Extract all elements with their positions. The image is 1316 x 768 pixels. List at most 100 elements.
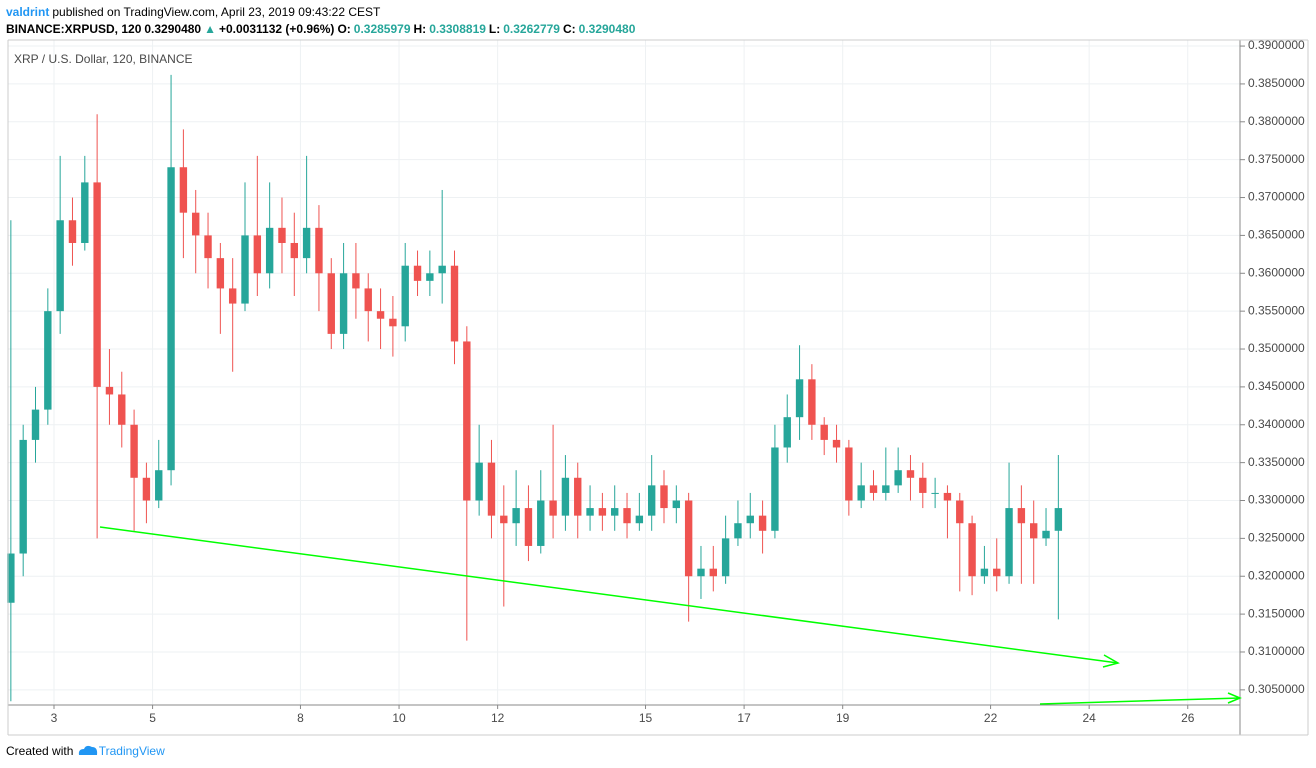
candle-body	[709, 568, 717, 577]
x-tick-label: 22	[984, 711, 998, 725]
candle-body	[1054, 508, 1063, 531]
candle-body	[204, 235, 212, 259]
candle-body	[980, 568, 989, 577]
last-price: 0.3290480	[144, 22, 202, 36]
candle-body	[142, 477, 151, 501]
candle-body	[1017, 508, 1026, 524]
o-label: O:	[337, 22, 351, 36]
candle-body	[795, 379, 804, 418]
candle-body	[574, 477, 582, 516]
candle-body	[327, 273, 335, 334]
candle-body	[339, 273, 348, 334]
candle-body	[118, 394, 126, 425]
candle-body	[278, 227, 286, 243]
candle-body	[475, 462, 483, 501]
plot-area	[8, 40, 1240, 705]
candle-body	[93, 182, 101, 387]
trend-line	[99, 526, 1120, 668]
x-tick-label: 3	[51, 711, 58, 725]
y-tick-label: 0.3400000	[1248, 417, 1305, 431]
candle-body	[721, 538, 730, 577]
candle-body	[746, 515, 754, 524]
x-tick-label: 15	[639, 711, 653, 725]
x-tick-label: 19	[836, 711, 850, 725]
symbol: BINANCE:XRPUSD, 120	[6, 22, 142, 36]
candle-body	[549, 500, 557, 516]
candle-body	[1042, 530, 1050, 539]
candle-body	[19, 439, 27, 554]
y-tick-label: 0.3300000	[1248, 493, 1305, 507]
y-tick-label: 0.3450000	[1248, 379, 1305, 393]
candle-body	[512, 508, 520, 524]
candle-body	[537, 500, 545, 546]
author[interactable]: valdrint	[6, 5, 50, 19]
candle-body	[956, 500, 964, 524]
h-value: 0.3308819	[429, 22, 486, 36]
candle-body	[758, 515, 767, 531]
candle-body	[611, 508, 619, 516]
candle-body	[734, 523, 742, 539]
y-tick-label: 0.3100000	[1248, 644, 1305, 658]
candle-body	[832, 439, 841, 448]
x-tick-label: 8	[297, 711, 304, 725]
candle-body	[364, 288, 372, 312]
candle-body	[167, 167, 175, 471]
candle-body	[1005, 508, 1013, 577]
c-label: C:	[562, 22, 576, 36]
symbol-info: BINANCE:XRPUSD, 120 0.3290480 ▲ +0.0031132 …	[6, 22, 638, 36]
candle-body	[586, 508, 594, 516]
candle-body	[450, 265, 459, 342]
candle-body	[487, 462, 496, 516]
y-tick-label: 0.3050000	[1248, 682, 1305, 696]
candle-body	[1030, 523, 1038, 539]
candle-body	[845, 447, 853, 501]
candle-body	[672, 500, 681, 509]
y-tick-label: 0.3700000	[1248, 190, 1305, 204]
x-tick-label: 5	[149, 711, 156, 725]
candle-body	[623, 508, 631, 524]
candle-body	[857, 485, 865, 501]
l-label: L:	[488, 22, 501, 36]
y-tick-label: 0.3350000	[1248, 455, 1305, 469]
candle-body	[290, 242, 298, 259]
candle-body	[401, 265, 409, 327]
up-arrow: ▲	[204, 22, 216, 36]
publish-text: published on TradingView.com, April 23, …	[52, 5, 381, 19]
y-tick-label: 0.3550000	[1248, 303, 1305, 317]
footer: Created with TradingView	[6, 743, 165, 758]
candle-body	[783, 417, 791, 448]
candle-body	[660, 485, 668, 509]
candle-body	[241, 235, 249, 304]
candle-body	[130, 424, 138, 478]
candle-body	[500, 515, 508, 524]
candle-body	[919, 477, 927, 493]
candle-body	[697, 568, 705, 577]
candle-body	[253, 235, 262, 274]
candle-body	[31, 409, 40, 440]
y-tick-label: 0.3250000	[1248, 531, 1305, 545]
x-tick-label: 24	[1082, 711, 1096, 725]
candle-body	[179, 167, 188, 213]
trend-line	[1039, 692, 1242, 705]
candle-body	[302, 227, 311, 259]
y-tick-label: 0.3900000	[1248, 38, 1305, 52]
y-tick-label: 0.3650000	[1248, 228, 1305, 242]
y-tick-label: 0.3800000	[1248, 114, 1305, 128]
publish-info: valdrint published on TradingView.com, Ap…	[6, 5, 383, 19]
h-label: H:	[413, 22, 427, 36]
candle-body	[993, 568, 1001, 577]
candle-body	[426, 273, 434, 281]
candle-body	[389, 318, 397, 327]
o-value: 0.3285979	[353, 22, 411, 36]
y-tick-label: 0.3200000	[1248, 568, 1305, 582]
brand[interactable]: TradingView	[98, 744, 165, 758]
candle-body	[44, 311, 52, 410]
candle-body	[265, 227, 274, 274]
c-value: 0.3290480	[578, 22, 636, 36]
candle-body	[808, 379, 816, 425]
x-tick-label: 26	[1181, 711, 1195, 725]
x-tick-label: 17	[737, 711, 751, 725]
candle-body	[882, 485, 890, 493]
candle-body	[192, 212, 200, 236]
